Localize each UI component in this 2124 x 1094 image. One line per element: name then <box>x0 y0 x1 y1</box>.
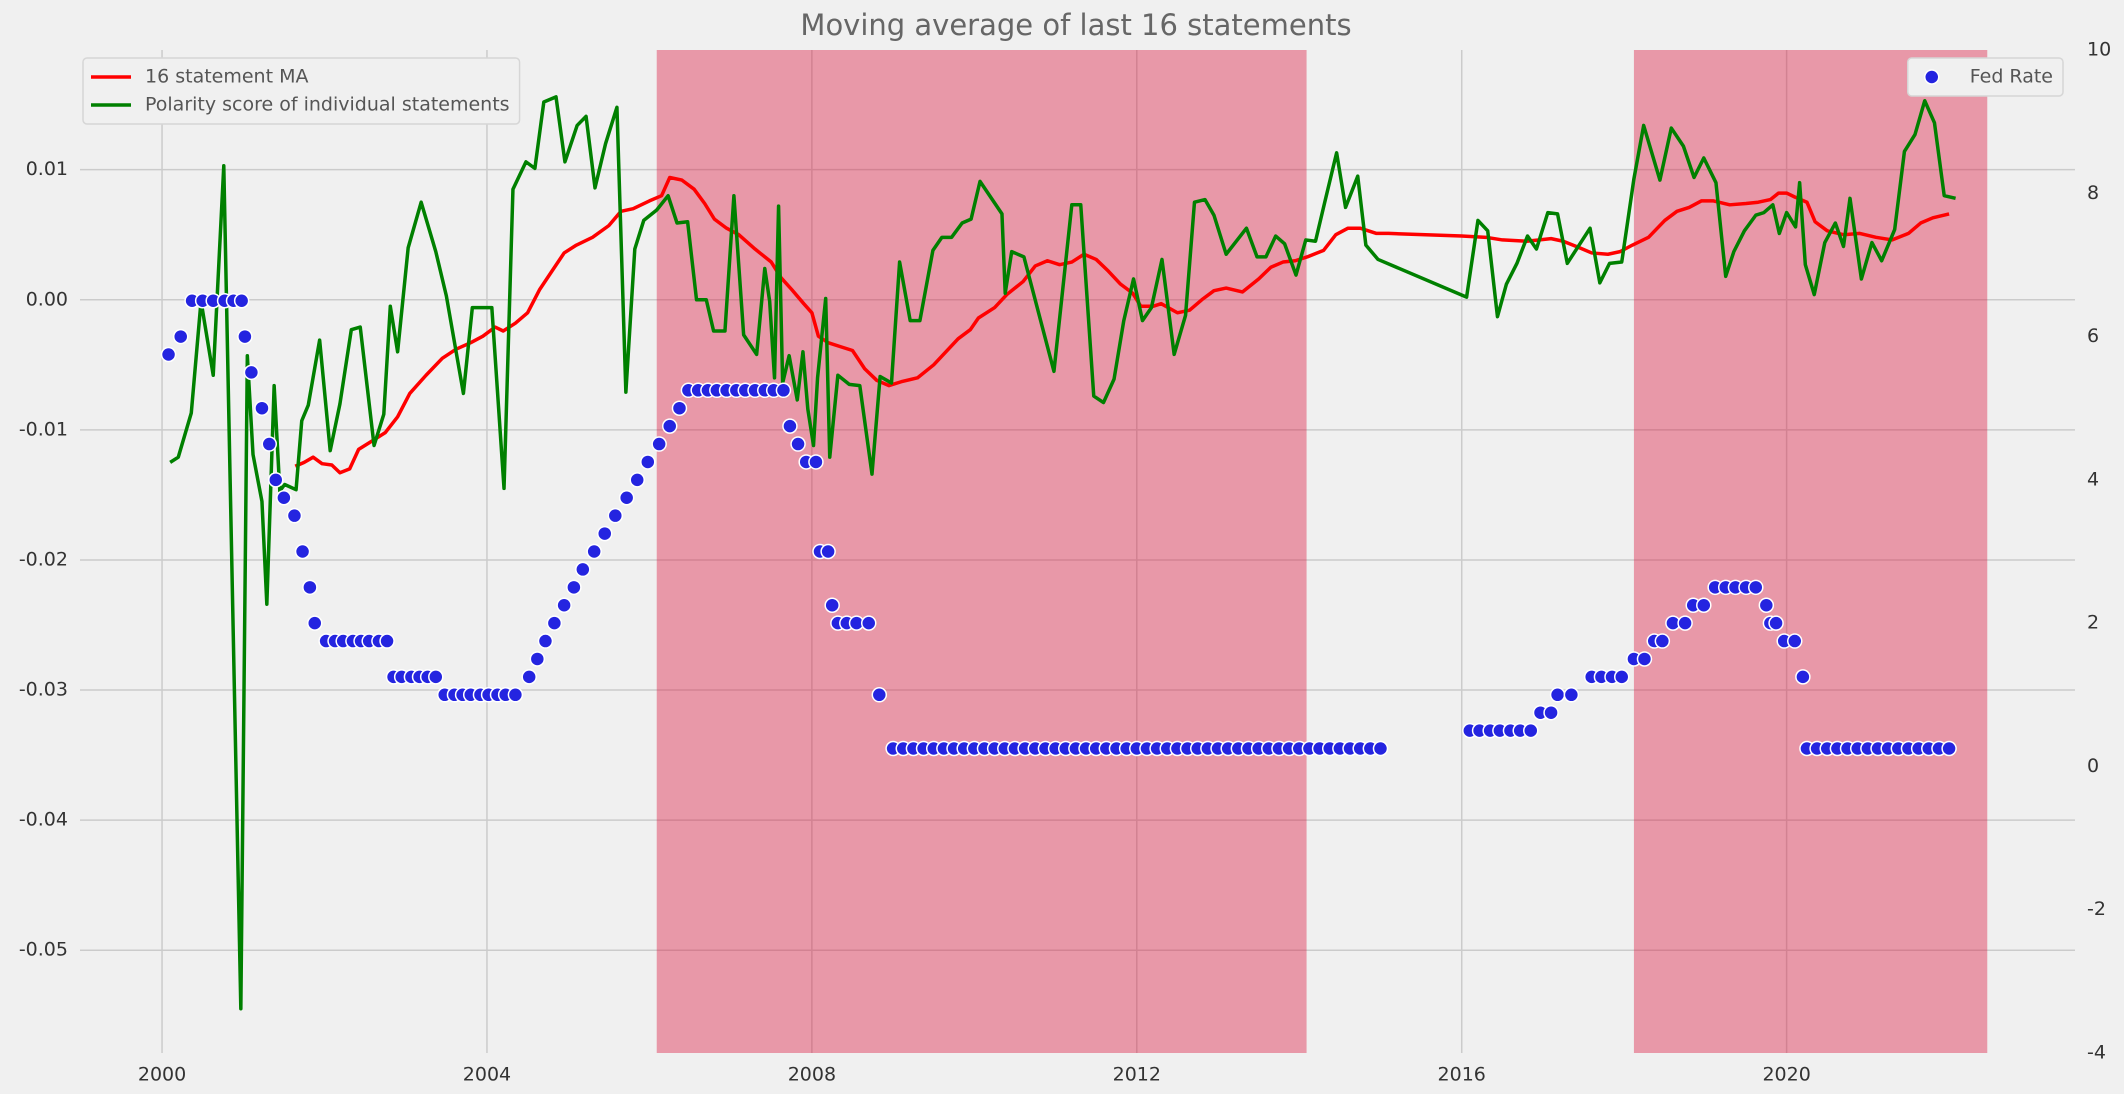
legend-label: Fed Rate <box>1970 66 2053 88</box>
scatter-point <box>820 543 836 560</box>
scatter-point <box>586 543 602 560</box>
y2-tick-label: 2 <box>2087 612 2099 634</box>
scatter-point <box>618 490 635 506</box>
scatter-point <box>507 687 524 703</box>
scatter-point <box>307 615 323 631</box>
x-tick-label: 2004 <box>463 1064 511 1086</box>
scatter-point <box>254 400 270 416</box>
legend-label: 16 statement MA <box>145 66 308 88</box>
scatter-point <box>575 561 591 578</box>
scatter-point <box>428 669 444 685</box>
data-line <box>169 95 1956 1011</box>
y2-tick-label: 6 <box>2087 325 2099 347</box>
y2-tick-label: 0 <box>2087 755 2099 777</box>
scatter-point <box>294 543 311 560</box>
scatter-point <box>529 651 546 667</box>
scatter-point <box>1677 615 1693 631</box>
scatter-point <box>160 346 177 363</box>
scatter-point <box>1543 704 1559 721</box>
scatter-point <box>1654 633 1671 649</box>
scatter-point <box>379 633 395 649</box>
x-tick-label: 2016 <box>1438 1064 1486 1086</box>
scatter-point <box>546 615 563 631</box>
y2-tick-label: 8 <box>2087 182 2099 204</box>
legend-box <box>1907 57 2064 97</box>
scatter-point <box>1372 740 1389 757</box>
scatter-point <box>1549 687 1566 703</box>
data-line <box>294 175 1950 475</box>
scatter-point <box>1768 615 1784 631</box>
y-tick-label: -0.02 <box>19 548 68 570</box>
scatter-point <box>243 364 260 381</box>
scatter-point <box>808 454 824 470</box>
scatter-point <box>775 382 792 399</box>
y2-tick-label: 10 <box>2087 39 2111 61</box>
y-tick-label: -0.03 <box>19 679 68 701</box>
x-tick-label: 2008 <box>788 1064 836 1086</box>
y2-tick-label: -4 <box>2087 1042 2106 1064</box>
x-tick-label: 2012 <box>1113 1064 1161 1086</box>
scatter-point <box>651 436 667 452</box>
scatter-point <box>1523 722 1539 739</box>
legend: Fed Rate <box>1907 57 2064 97</box>
legend-marker <box>1924 69 1940 85</box>
scatter-point <box>537 633 554 649</box>
scatter-point <box>1563 687 1580 703</box>
scatter-point <box>1748 579 1764 596</box>
scatter-point <box>671 400 688 416</box>
scatter-point <box>302 579 318 596</box>
y-tick-label: -0.05 <box>19 939 68 961</box>
y-tick-label: -0.01 <box>19 418 68 440</box>
scatter-point <box>1636 651 1653 667</box>
y2-tick-label: 4 <box>2087 468 2099 490</box>
scatter-point <box>1787 633 1803 649</box>
scatter-point <box>556 597 572 613</box>
y2-tick-label: -2 <box>2087 898 2106 920</box>
scatter-point <box>1941 740 1957 757</box>
scatter-point <box>860 615 877 631</box>
scatter-point <box>790 436 806 452</box>
scatter-point <box>261 436 278 452</box>
scatter-point <box>1613 669 1630 685</box>
scatter-point <box>233 293 250 309</box>
scatter-point <box>276 490 292 506</box>
shaded-span <box>1633 50 1988 1053</box>
y-tick-label: 0.01 <box>26 158 68 180</box>
scatter-point <box>824 597 840 613</box>
y-tick-label: 0.00 <box>26 288 68 310</box>
scatter-point <box>661 418 678 434</box>
scatter-point <box>237 328 253 345</box>
scatter-point <box>629 472 645 488</box>
scatter-point <box>782 418 798 434</box>
legend: 16 statement MA Polarity score of individ… <box>82 57 521 125</box>
legend-label: Polarity score of individual statements <box>145 94 510 116</box>
x-tick-label: 2000 <box>138 1064 186 1086</box>
scatter-point <box>607 507 624 524</box>
scatter-point <box>566 579 582 596</box>
scatter-point <box>871 687 888 703</box>
y-tick-label: -0.04 <box>19 809 68 831</box>
scatter-point <box>172 328 189 345</box>
x-tick-label: 2020 <box>1762 1064 1810 1086</box>
scatter-point <box>640 454 656 470</box>
shaded-span <box>656 50 1307 1053</box>
scatter-point <box>286 507 303 524</box>
scatter-point <box>596 525 613 542</box>
legend-box <box>82 57 521 125</box>
scatter-point <box>1696 597 1712 613</box>
scatter-point <box>521 669 537 685</box>
scatter-point <box>1758 597 1775 613</box>
chart-title: Moving average of last 16 statements <box>800 8 1351 42</box>
scatter-point <box>268 472 284 488</box>
scatter-point <box>1795 669 1811 685</box>
